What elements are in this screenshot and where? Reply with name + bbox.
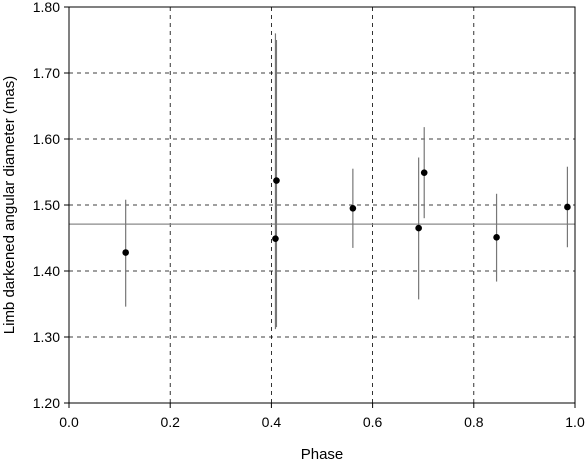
data-point-7	[493, 234, 500, 241]
y-tick-label: 1.40	[33, 263, 60, 279]
y-tick-label: 1.80	[33, 0, 60, 15]
x-axis-ticks: 0.0 0.2 0.4 0.6 0.8 1.0	[59, 403, 585, 430]
x-tick-label: 0.6	[363, 414, 383, 430]
y-axis-ticks: 1.20 1.30 1.40 1.50 1.60 1.70 1.80	[33, 0, 69, 411]
data-point-8	[564, 203, 571, 211]
x-tick-label: 0.4	[262, 414, 282, 430]
data-point-1	[122, 249, 129, 256]
x-tick-label: 1.0	[565, 414, 585, 430]
data-point-6	[420, 169, 428, 176]
x-tick-label: 0.8	[464, 414, 484, 430]
x-tick-label: 0.0	[59, 414, 79, 430]
x-tick-label: 0.2	[160, 414, 180, 430]
data-point-5	[415, 224, 422, 232]
y-tick-label: 1.70	[33, 65, 60, 81]
data-point-2	[272, 235, 279, 242]
x-axis-label: Phase	[301, 446, 344, 461]
y-tick-label: 1.30	[33, 329, 60, 345]
data-points	[122, 169, 571, 256]
y-tick-label: 1.50	[33, 197, 60, 213]
y-axis-label: Limb darkened angular diameter (mas)	[1, 76, 18, 334]
y-tick-label: 1.20	[33, 395, 60, 411]
y-tick-label: 1.60	[33, 131, 60, 147]
data-point-4	[349, 205, 357, 212]
grid-lines	[69, 7, 575, 403]
data-point-3	[273, 177, 280, 184]
